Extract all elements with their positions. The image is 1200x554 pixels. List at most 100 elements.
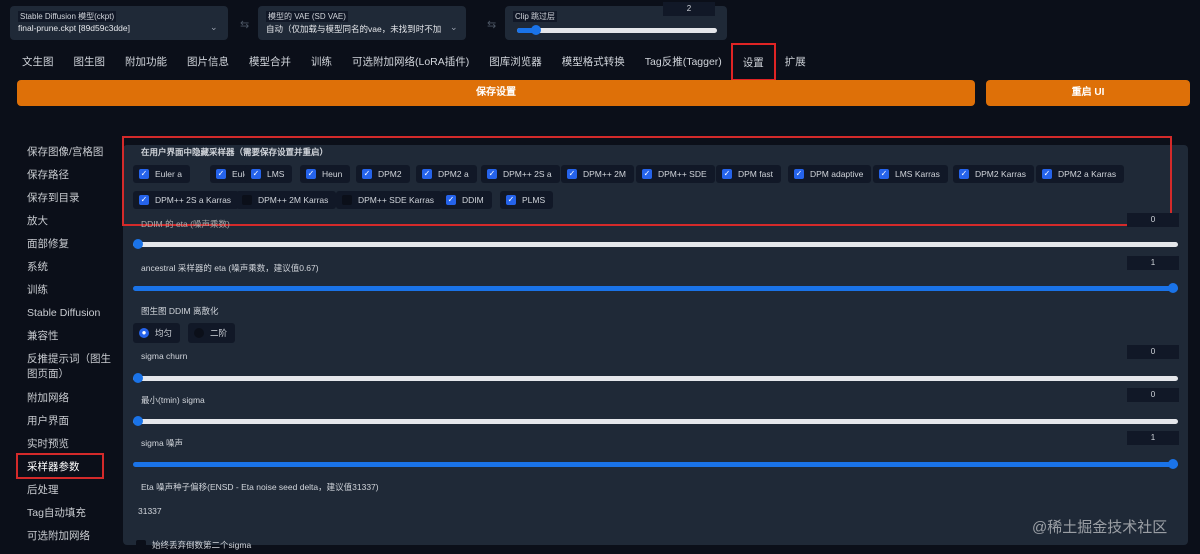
sidebar-item-4[interactable]: 面部修复 [27, 238, 69, 250]
checkbox-icon[interactable]: ✓ [139, 195, 149, 205]
sampler-checkbox[interactable]: ✓ DPM++ SDE [636, 165, 715, 183]
radio-quad[interactable]: 二阶 [188, 323, 236, 343]
sidebar-item-0[interactable]: 保存图像/宫格图 [27, 146, 104, 158]
tab-7[interactable]: 图库浏览器 [489, 56, 542, 68]
checkbox-icon[interactable]: ✓ [794, 169, 804, 179]
sidebar-item-9[interactable]: 反推提示词（图生图页面） [27, 353, 111, 380]
ddim-eta-input[interactable]: 0 [1127, 213, 1179, 227]
sidebar-item-3[interactable]: 放大 [27, 215, 48, 227]
sigma-churn-input[interactable]: 0 [1127, 345, 1179, 359]
sampler-checkbox[interactable]: ✓ DDIM [440, 191, 492, 209]
sampler-checkbox[interactable]: DPM++ SDE Karras [336, 191, 443, 209]
sigma-noise-input[interactable]: 1 [1127, 431, 1179, 445]
discard-penultimate-checkbox[interactable]: 始终丢弃倒数第二个sigma [130, 536, 259, 554]
sampler-checkbox[interactable]: ✓ LMS [245, 165, 293, 183]
checkbox-icon[interactable]: ✓ [487, 169, 497, 179]
clip-slider[interactable] [517, 25, 717, 35]
checkbox-icon[interactable]: ✓ [251, 169, 261, 179]
sampler-checkbox[interactable]: ✓ LMS Karras [873, 165, 948, 183]
sidebar-item-14[interactable]: 后处理 [27, 484, 59, 496]
ancestral-eta-input[interactable]: 1 [1127, 256, 1179, 270]
highlight-box [122, 136, 1172, 226]
ancestral-eta-slider[interactable] [133, 283, 1178, 293]
tab-4[interactable]: 模型合并 [249, 56, 291, 68]
tab-6[interactable]: 可选附加网络(LoRA插件) [352, 56, 470, 68]
checkbox-icon[interactable]: ✓ [722, 169, 732, 179]
sidebar-item-8[interactable]: 兼容性 [27, 330, 59, 342]
save-settings-button[interactable]: 保存设置 [17, 80, 975, 106]
sampler-checkbox[interactable]: ✓ DPM++ 2M [561, 165, 634, 183]
sigma-tmin-label: 最小(tmin) sigma [141, 395, 205, 405]
sampler-label: DPM2 a [438, 169, 469, 179]
checkbox-icon[interactable] [342, 195, 352, 205]
sidebar-item-7[interactable]: Stable Diffusion [27, 307, 101, 319]
checkbox-icon[interactable]: ✓ [306, 169, 316, 179]
sampler-checkbox[interactable]: ✓ DPM fast [716, 165, 781, 183]
tab-3[interactable]: 图片信息 [187, 56, 229, 68]
checkbox-icon[interactable]: ✓ [1042, 169, 1052, 179]
refresh-icon[interactable]: ⇆ [487, 19, 497, 31]
sampler-checkbox[interactable]: ✓ Heun [300, 165, 351, 183]
sidebar-item-6[interactable]: 训练 [27, 284, 48, 296]
sampler-label: LMS [267, 169, 285, 179]
checkbox-icon[interactable] [242, 195, 252, 205]
tab-10[interactable]: 设置 [730, 43, 776, 81]
vae-label: 模型的 VAE (SD VAE) [266, 11, 348, 22]
sidebar-item-5[interactable]: 系统 [27, 261, 48, 273]
sampler-label: DPM fast [738, 169, 773, 179]
sampler-checkbox[interactable]: ✓ DPM2 [356, 165, 410, 183]
sigma-tmin-input[interactable]: 0 [1127, 388, 1179, 402]
sampler-label: DPM2 [378, 169, 402, 179]
sampler-checkbox[interactable]: ✓ DPM++ 2S a Karras [133, 191, 240, 209]
sidebar-item-12[interactable]: 实时预览 [27, 438, 69, 450]
sampler-checkbox[interactable]: ✓ PLMS [500, 191, 554, 209]
radio-uniform[interactable]: ● 均匀 [133, 323, 181, 343]
clip-value-input[interactable]: 2 [663, 2, 715, 16]
vae-select[interactable]: 模型的 VAE (SD VAE) 自动（仅加载与模型同名的vae，未找到时不加 … [258, 6, 466, 40]
checkbox-icon[interactable]: ✓ [216, 169, 226, 179]
tab-5[interactable]: 训练 [311, 56, 332, 68]
sampler-checkbox[interactable]: ✓ DPM2 a Karras [1036, 165, 1125, 183]
sidebar-item-1[interactable]: 保存路径 [27, 169, 69, 181]
sampler-checkbox[interactable]: ✓ DPM adaptive [788, 165, 872, 183]
checkbox-icon[interactable]: ✓ [422, 169, 432, 179]
checkbox-icon[interactable]: ✓ [642, 169, 652, 179]
sampler-checkbox[interactable]: ✓ DPM++ 2S a [481, 165, 560, 183]
refresh-icon[interactable]: ⇆ [240, 19, 250, 31]
checkbox-icon[interactable]: ✓ [362, 169, 372, 179]
sampler-label: DPM++ 2M Karras [258, 195, 329, 205]
tab-2[interactable]: 附加功能 [125, 56, 167, 68]
sigma-tmin-slider[interactable] [133, 416, 1178, 426]
sigma-noise-slider[interactable] [133, 459, 1178, 469]
sidebar-item-10[interactable]: 附加网络 [27, 392, 69, 404]
sampler-checkbox[interactable]: DPM++ 2M Karras [236, 191, 337, 209]
checkbox-icon[interactable]: ✓ [506, 195, 516, 205]
checkbox-icon[interactable]: ✓ [879, 169, 889, 179]
sampler-checkbox[interactable]: ✓ DPM2 Karras [953, 165, 1035, 183]
tab-1[interactable]: 图生图 [73, 56, 106, 68]
tab-9[interactable]: Tag反推(Tagger) [644, 56, 722, 68]
sidebar-item-11[interactable]: 用户界面 [27, 415, 69, 427]
sampler-checkbox[interactable]: ✓ DPM2 a [416, 165, 477, 183]
checkbox-icon[interactable]: ✓ [567, 169, 577, 179]
sampler-checkbox[interactable]: ✓ Euler a [133, 165, 190, 183]
sidebar-item-13[interactable]: 采样器参数 [27, 461, 80, 473]
tab-8[interactable]: 模型格式转换 [561, 56, 625, 68]
ddim-eta-slider[interactable] [133, 239, 1178, 249]
main-tabs: 文生图 图生图 附加功能 图片信息 模型合并 训练 可选附加网络(LoRA插件) 图库浏览器 模… [12, 43, 816, 81]
sigma-churn-slider[interactable] [133, 373, 1178, 383]
sidebar-item-15[interactable]: Tag自动填充 [27, 507, 86, 519]
ensd-input[interactable]: 31337 [138, 506, 162, 516]
checkbox-icon[interactable]: ✓ [959, 169, 969, 179]
checkbox-icon[interactable]: ✓ [446, 195, 456, 205]
sampler-label: DPM++ SDE Karras [358, 195, 435, 205]
tab-11[interactable]: 扩展 [784, 56, 806, 68]
sampler-label: DPM2 a Karras [1058, 169, 1117, 179]
sidebar-item-16[interactable]: 可选附加网络 [27, 530, 90, 542]
checkbox-icon[interactable]: ✓ [139, 169, 149, 179]
sampler-label: DDIM [462, 195, 484, 205]
sidebar-item-2[interactable]: 保存到目录 [27, 192, 80, 204]
tab-0[interactable]: 文生图 [22, 56, 54, 68]
model-select[interactable]: Stable Diffusion 模型(ckpt) final-prune.ck… [10, 6, 228, 40]
restart-ui-button[interactable]: 重启 UI [986, 80, 1190, 106]
